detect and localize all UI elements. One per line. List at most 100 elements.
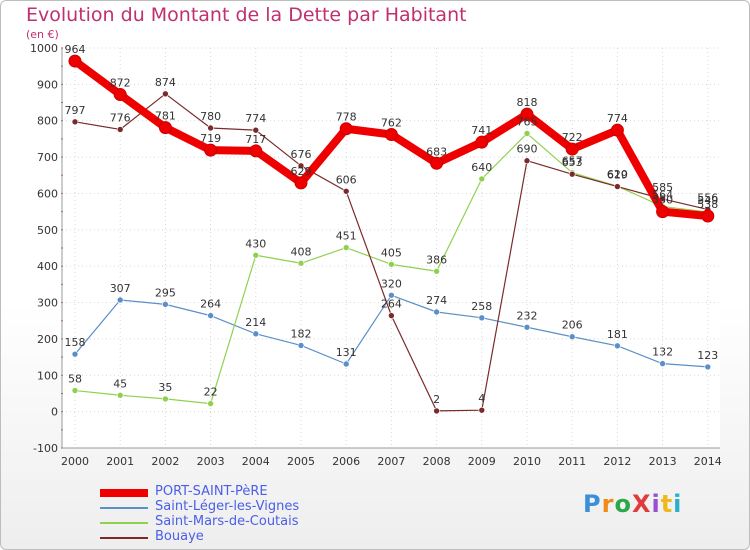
data-label: 430: [245, 237, 266, 250]
data-point: [207, 312, 214, 319]
series-3: [68, 54, 715, 223]
data-label: 58: [68, 373, 82, 386]
data-label: 781: [155, 110, 176, 123]
x-tick-label: 2004: [242, 455, 270, 468]
data-label: 214: [245, 316, 266, 329]
y-tick-label: 1000: [30, 42, 58, 55]
data-point: [249, 144, 263, 158]
data-point: [71, 387, 79, 394]
data-point: [342, 360, 350, 368]
data-label: 556: [697, 191, 718, 204]
legend-swatch: [100, 522, 148, 524]
x-tick-label: 2002: [151, 455, 179, 468]
data-label: 872: [110, 77, 131, 90]
data-point: [113, 88, 127, 102]
data-label: 606: [336, 173, 357, 186]
data-label: 683: [426, 145, 447, 158]
data-label: 722: [562, 131, 583, 144]
data-point: [116, 296, 124, 304]
data-label: 762: [381, 117, 402, 130]
data-point: [475, 135, 489, 149]
data-label: 132: [652, 346, 673, 359]
data-label: 585: [652, 181, 673, 194]
series-0: [71, 291, 712, 371]
data-label: 232: [517, 309, 538, 322]
data-label: 874: [155, 76, 176, 89]
data-point: [565, 142, 579, 156]
data-point: [568, 170, 576, 178]
data-label: 182: [291, 327, 312, 340]
y-tick-label: 100: [37, 369, 58, 382]
data-point: [656, 205, 670, 219]
data-label: 2: [433, 393, 440, 406]
data-point: [342, 244, 350, 251]
data-label: 45: [113, 377, 127, 390]
data-label: 629: [291, 165, 312, 178]
data-label: 964: [65, 43, 86, 56]
data-label: 181: [607, 328, 628, 341]
data-point: [433, 308, 440, 316]
legend-label: Bouaye: [155, 529, 204, 544]
x-tick-label: 2008: [423, 455, 451, 468]
data-label: 549: [697, 194, 718, 207]
data-point: [701, 209, 715, 223]
data-point: [162, 301, 169, 308]
data-label: 776: [110, 111, 131, 124]
data-point: [162, 395, 169, 403]
data-point: [294, 176, 308, 190]
y-tick-label: 900: [37, 78, 58, 91]
data-point: [433, 267, 440, 275]
legend-swatch: [100, 489, 148, 497]
data-point: [116, 391, 124, 399]
data-point: [297, 162, 305, 170]
y-tick-label: 400: [37, 260, 58, 273]
data-point: [430, 156, 444, 170]
data-label: 765: [517, 115, 538, 128]
data-point: [433, 407, 440, 415]
legend-label: Saint-Mars-de-Coutais: [155, 514, 299, 529]
series-2: [71, 90, 712, 415]
data-point: [162, 90, 169, 98]
data-label: 719: [200, 132, 221, 145]
data-point: [704, 363, 712, 371]
proxiti-logo: ProXiti: [583, 490, 682, 518]
x-tick-label: 2007: [377, 455, 405, 468]
data-label: 451: [336, 230, 357, 243]
data-point: [478, 406, 486, 414]
data-point: [659, 360, 666, 367]
data-point: [523, 130, 531, 137]
data-point: [252, 126, 260, 134]
data-point: [297, 342, 305, 349]
legend-label: Saint-Léger-les-Vignes: [155, 499, 300, 514]
data-point: [478, 314, 486, 322]
data-label: 264: [381, 298, 402, 311]
data-label: 123: [697, 349, 718, 362]
data-label: 741: [471, 124, 492, 137]
data-point: [204, 143, 218, 157]
x-tick-label: 2013: [649, 455, 677, 468]
data-label: 797: [65, 104, 86, 117]
data-label: 818: [517, 96, 538, 109]
data-label: 35: [158, 381, 172, 394]
y-tick-label: 600: [37, 187, 58, 200]
data-label: 22: [204, 386, 218, 399]
data-point: [568, 333, 576, 341]
chart-title: Evolution du Montant de la Dette par Hab…: [26, 4, 467, 26]
data-point: [388, 312, 395, 319]
y-tick-label: 300: [37, 297, 58, 310]
data-label: 206: [562, 319, 583, 332]
data-label: 295: [155, 286, 176, 299]
logo-letter: o: [614, 490, 632, 518]
data-label: 386: [426, 253, 447, 266]
data-label: 564: [652, 189, 673, 202]
data-label: 653: [562, 156, 583, 169]
data-point: [252, 251, 260, 259]
x-tick-label: 2014: [694, 455, 722, 468]
y-tick-label: 500: [37, 224, 58, 237]
data-label: 538: [697, 198, 718, 211]
data-point: [523, 323, 531, 331]
data-point: [116, 126, 124, 133]
data-point: [388, 261, 395, 268]
data-point: [478, 175, 486, 183]
